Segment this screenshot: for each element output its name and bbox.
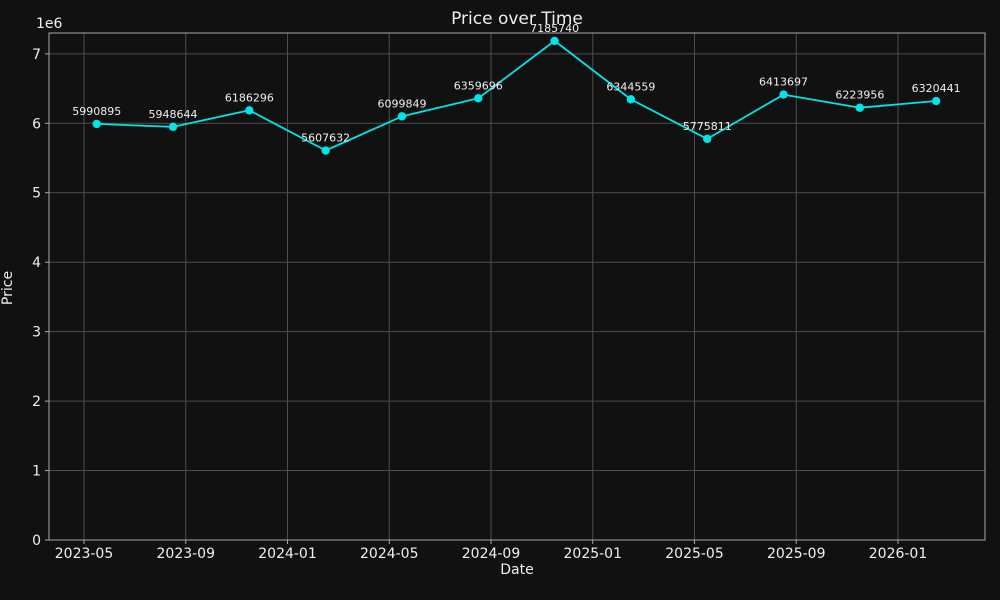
y-tick-label: 5 [32, 186, 41, 202]
data-point-label: 6413697 [759, 76, 808, 89]
y-axis-offset-label: 1e6 [36, 16, 63, 32]
x-tick-label: 2024-01 [258, 546, 317, 562]
data-point-marker [168, 122, 178, 132]
data-point-label: 5775811 [683, 120, 732, 133]
price-line [95, 40, 938, 152]
chart-title: Price over Time [451, 9, 583, 29]
data-point-marker [626, 95, 636, 104]
x-tick-label: 2024-05 [360, 546, 419, 562]
data-point-label: 5990895 [72, 105, 121, 118]
data-point-label: 6099849 [377, 97, 426, 110]
data-point-marker [321, 146, 330, 155]
data-point-marker [779, 90, 788, 99]
y-tick-label: 4 [32, 255, 41, 271]
x-tick-label: 2023-05 [55, 546, 114, 562]
y-tick-label: 6 [32, 116, 41, 132]
data-point-marker [703, 134, 712, 144]
x-tick-label: 2025-01 [564, 546, 623, 562]
x-axis-label: Date [500, 562, 534, 578]
x-tick-label: 2023-09 [157, 546, 216, 562]
y-tick-label: 1 [32, 464, 41, 480]
data-point-label: 6223956 [835, 89, 884, 102]
x-tick-label: 2026-01 [869, 546, 928, 562]
x-tick-label: 2024-09 [462, 546, 521, 562]
data-point-label: 6320441 [912, 82, 961, 95]
data-point-label: 6359696 [454, 79, 503, 92]
data-point-marker [474, 94, 483, 103]
data-point-marker [92, 119, 101, 129]
x-tick-label: 2025-09 [767, 546, 826, 562]
data-point-label: 5607632 [301, 132, 350, 145]
data-point-label: 5948644 [149, 108, 198, 121]
y-tick-label: 3 [32, 325, 41, 341]
data-point-label: 6186296 [225, 91, 274, 104]
data-point-label: 7185740 [530, 22, 579, 35]
data-point-label: 6344559 [606, 80, 655, 93]
y-tick-label: 2 [32, 394, 41, 410]
data-point-marker [245, 106, 254, 115]
x-tick-label: 2025-05 [665, 546, 724, 562]
y-tick-label: 7 [32, 47, 41, 63]
plot-border [48, 32, 986, 541]
data-point-marker [855, 103, 865, 112]
data-point-marker [550, 36, 559, 46]
y-tick-label: 0 [32, 533, 41, 549]
data-point-marker [397, 112, 407, 121]
data-point-marker [931, 96, 941, 106]
